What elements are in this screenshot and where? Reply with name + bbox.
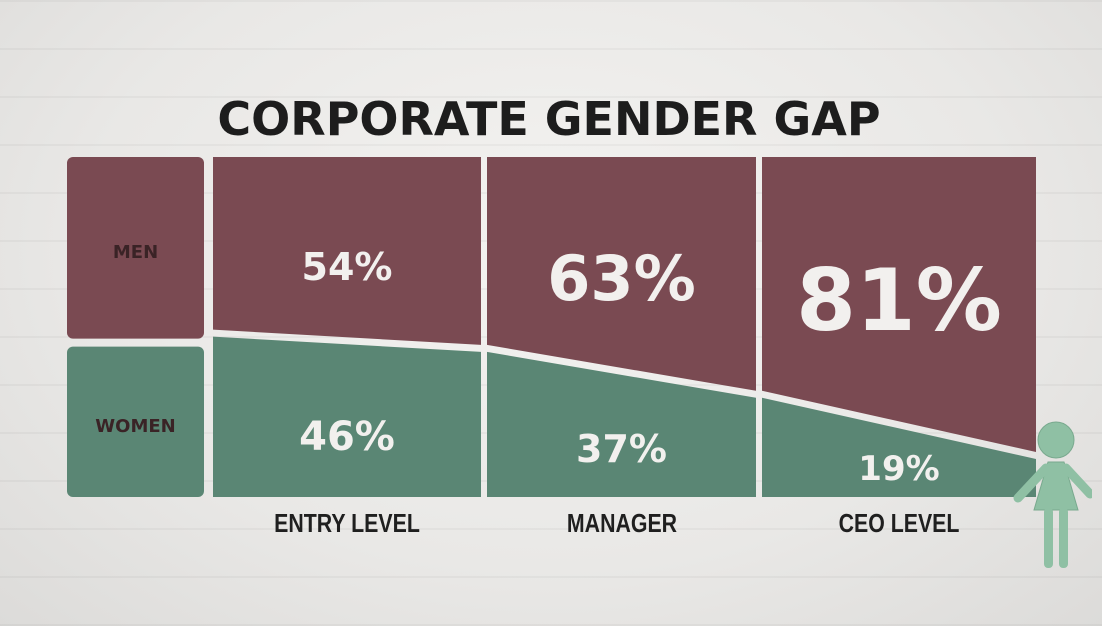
chart-title: CORPORATE GENDER GAP: [0, 92, 1102, 146]
data-label-men-2: 63%: [547, 242, 695, 315]
bar-women-2: [487, 351, 756, 497]
bar-women-3: [762, 397, 1036, 497]
row-label-cell-women: [67, 346, 204, 497]
data-label-women-3: 19%: [858, 449, 939, 489]
data-label-women-1: 46%: [299, 414, 395, 460]
bar-men-2: [487, 157, 756, 391]
category-label-ceo-level: CEO LEVEL: [838, 508, 960, 538]
data-label-men-1: 54%: [302, 245, 393, 289]
bar-men-1: [213, 157, 481, 345]
data-label-women-2: 37%: [576, 427, 667, 471]
category-label-manager: MANAGER: [566, 508, 677, 538]
row-label-cell-men: [67, 157, 204, 339]
chart-title-text: CORPORATE GENDER GAP: [217, 92, 881, 146]
row-label-men: MEN: [113, 242, 158, 263]
bar-men-3: [762, 157, 1036, 452]
row-label-women: WOMEN: [95, 416, 175, 437]
category-label-entry-level: ENTRY LEVEL: [274, 508, 420, 538]
data-label-men-3: 81%: [796, 251, 1002, 351]
woman-figure-icon: [1013, 421, 1092, 568]
bar-women-1: [213, 336, 481, 497]
